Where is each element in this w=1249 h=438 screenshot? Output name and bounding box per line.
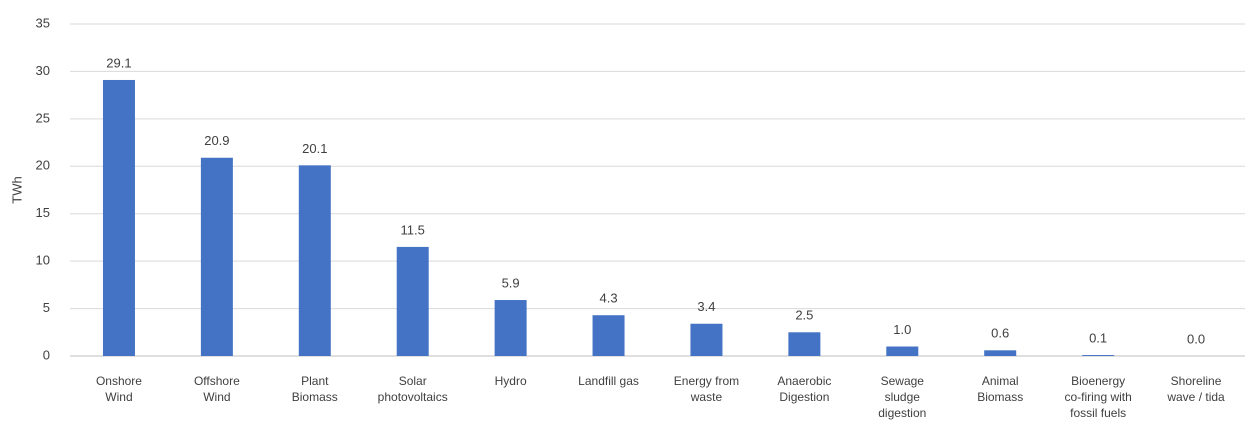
x-tick-label: Plant Biomass: [291, 374, 338, 404]
bar: [102, 79, 135, 357]
data-label: 2.5: [795, 308, 813, 323]
y-tick-label: 0: [43, 347, 50, 362]
data-label: 11.5: [401, 222, 425, 237]
data-label: 0.6: [991, 326, 1009, 341]
x-tick-label: Onshore Wind: [95, 374, 142, 404]
x-tick-label: Offshore Wind: [193, 374, 240, 404]
data-label: 5.9: [502, 275, 520, 290]
data-label: 1.0: [893, 322, 911, 337]
data-label: 20.1: [302, 141, 327, 156]
x-tick-label: Shoreline wave / tida: [1167, 374, 1225, 404]
bar: [788, 332, 821, 356]
y-tick-label: 35: [36, 15, 50, 30]
data-label: 0.1: [1089, 330, 1107, 345]
bar: [298, 165, 331, 356]
x-tick-label: Anaerobic Digestion: [777, 374, 832, 404]
y-tick-label: 15: [36, 205, 50, 220]
x-tick-label: Bioenergy co-firing with fossil fuels: [1064, 374, 1132, 420]
data-label: 29.1: [106, 55, 131, 70]
bar: [1082, 355, 1115, 356]
x-tick-label: Animal Biomass: [977, 374, 1024, 404]
x-tick-label: Landfill gas: [578, 374, 639, 388]
y-tick-label: 5: [43, 300, 50, 315]
bar: [396, 246, 429, 356]
x-tick-label: Sewage sludge digestion: [878, 374, 927, 420]
y-tick-label: 30: [36, 63, 50, 78]
data-label: 0.0: [1187, 331, 1205, 346]
bar: [494, 300, 527, 356]
bar: [200, 157, 233, 356]
bar: [592, 315, 625, 356]
y-axis-label: TWh: [9, 176, 24, 203]
data-label: 3.4: [697, 299, 715, 314]
y-tick-label: 10: [36, 253, 50, 268]
x-tick-label: Hydro: [494, 374, 527, 388]
bar: [690, 323, 723, 356]
data-label: 20.9: [204, 133, 229, 148]
data-label: 4.3: [600, 291, 618, 306]
y-tick-label: 25: [36, 110, 50, 125]
bar: [984, 350, 1017, 356]
x-tick-label: Solar photovoltaics: [377, 374, 448, 404]
bar: [886, 346, 919, 356]
y-tick-label: 20: [36, 158, 50, 173]
x-tick-label: Energy from waste: [673, 374, 740, 404]
